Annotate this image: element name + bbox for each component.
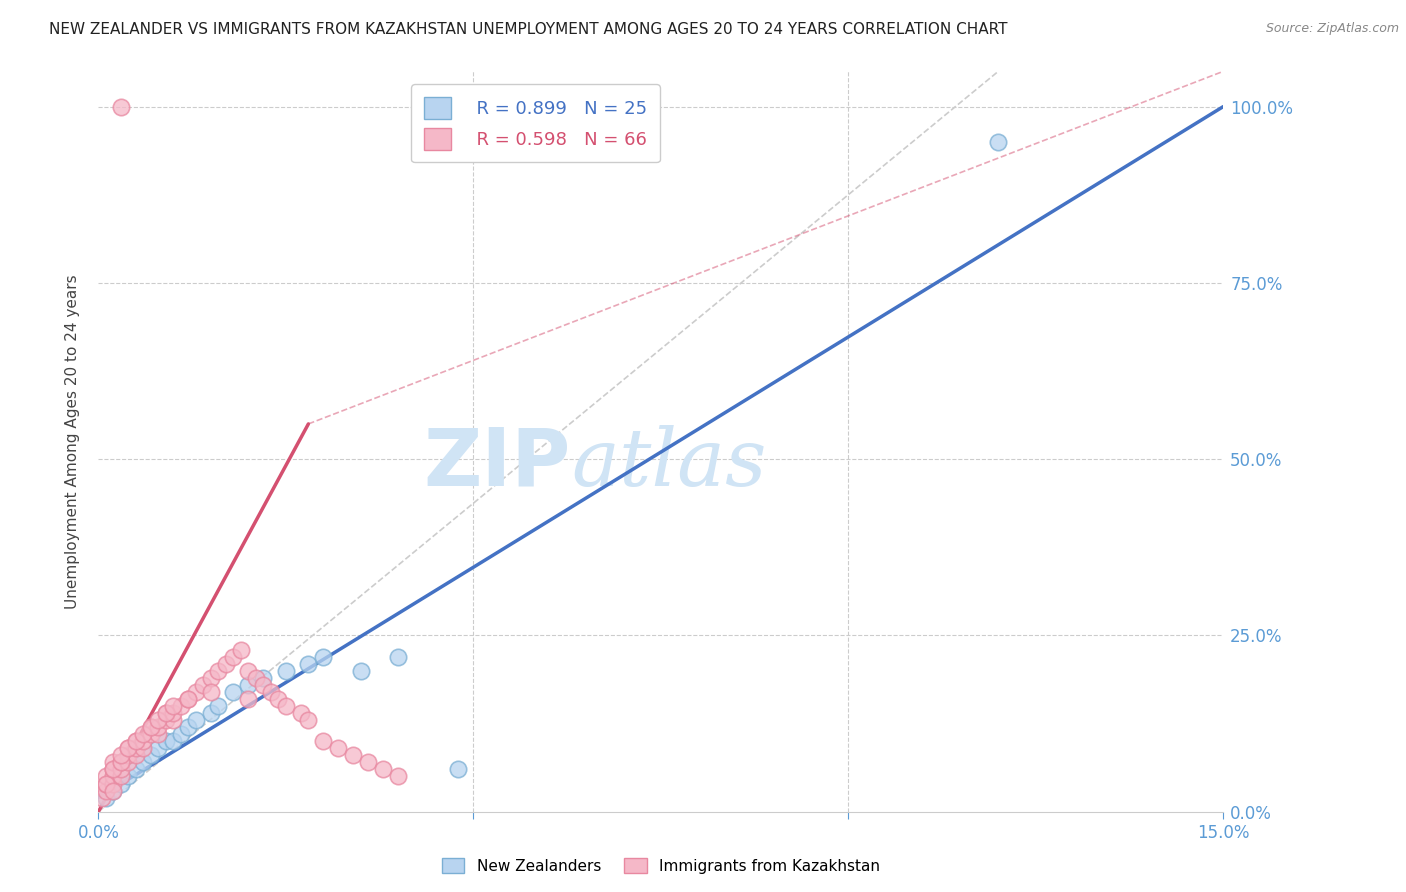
- Point: [155, 734, 177, 748]
- Point: [110, 769, 132, 783]
- Legend: New Zealanders, Immigrants from Kazakhstan: New Zealanders, Immigrants from Kazakhst…: [436, 852, 886, 880]
- Point: [103, 783, 125, 797]
- Point: [132, 734, 155, 748]
- Point: [162, 713, 184, 727]
- Text: Source: ZipAtlas.com: Source: ZipAtlas.com: [1265, 22, 1399, 36]
- Legend:   R = 0.899   N = 25,   R = 0.598   N = 66: R = 0.899 N = 25, R = 0.598 N = 66: [411, 84, 659, 162]
- Point: [177, 720, 200, 734]
- Point: [350, 664, 373, 678]
- Point: [200, 671, 222, 685]
- Point: [200, 685, 222, 699]
- Point: [177, 692, 200, 706]
- Point: [222, 649, 245, 664]
- Point: [342, 748, 364, 763]
- Point: [987, 135, 1010, 149]
- Point: [238, 692, 260, 706]
- Point: [139, 727, 162, 741]
- Point: [357, 756, 380, 770]
- Point: [103, 763, 125, 777]
- Point: [139, 720, 162, 734]
- Point: [91, 790, 114, 805]
- Point: [132, 727, 155, 741]
- Point: [110, 776, 132, 790]
- Point: [162, 734, 184, 748]
- Point: [125, 734, 148, 748]
- Point: [312, 734, 335, 748]
- Point: [207, 664, 229, 678]
- Point: [387, 769, 409, 783]
- Point: [94, 783, 117, 797]
- Point: [155, 706, 177, 720]
- Point: [200, 706, 222, 720]
- Point: [117, 741, 139, 756]
- Point: [274, 698, 297, 713]
- Point: [117, 741, 139, 756]
- Y-axis label: Unemployment Among Ages 20 to 24 years: Unemployment Among Ages 20 to 24 years: [65, 274, 80, 609]
- Point: [155, 706, 177, 720]
- Point: [110, 100, 132, 114]
- Text: ZIP: ZIP: [423, 425, 571, 503]
- Point: [103, 776, 125, 790]
- Point: [207, 698, 229, 713]
- Point: [132, 756, 155, 770]
- Point: [215, 657, 238, 671]
- Point: [312, 649, 335, 664]
- Point: [290, 706, 312, 720]
- Point: [155, 713, 177, 727]
- Point: [125, 748, 148, 763]
- Point: [125, 734, 148, 748]
- Point: [139, 720, 162, 734]
- Point: [328, 741, 350, 756]
- Text: NEW ZEALANDER VS IMMIGRANTS FROM KAZAKHSTAN UNEMPLOYMENT AMONG AGES 20 TO 24 YEA: NEW ZEALANDER VS IMMIGRANTS FROM KAZAKHS…: [49, 22, 1008, 37]
- Point: [184, 685, 207, 699]
- Point: [139, 748, 162, 763]
- Point: [148, 741, 170, 756]
- Point: [132, 741, 155, 756]
- Point: [184, 713, 207, 727]
- Point: [252, 678, 274, 692]
- Point: [125, 741, 148, 756]
- Text: atlas: atlas: [571, 425, 766, 502]
- Point: [222, 685, 245, 699]
- Point: [125, 763, 148, 777]
- Point: [447, 763, 470, 777]
- Point: [177, 692, 200, 706]
- Point: [252, 671, 274, 685]
- Point: [387, 649, 409, 664]
- Point: [297, 713, 319, 727]
- Point: [103, 769, 125, 783]
- Point: [170, 698, 193, 713]
- Point: [103, 763, 125, 777]
- Point: [94, 769, 117, 783]
- Point: [110, 756, 132, 770]
- Point: [297, 657, 319, 671]
- Point: [103, 783, 125, 797]
- Point: [94, 776, 117, 790]
- Point: [229, 642, 252, 657]
- Point: [117, 756, 139, 770]
- Point: [148, 713, 170, 727]
- Point: [238, 678, 260, 692]
- Point: [267, 692, 290, 706]
- Point: [245, 671, 267, 685]
- Point: [110, 756, 132, 770]
- Point: [260, 685, 283, 699]
- Point: [170, 727, 193, 741]
- Point: [94, 790, 117, 805]
- Point: [162, 698, 184, 713]
- Point: [274, 664, 297, 678]
- Point: [117, 769, 139, 783]
- Point: [110, 748, 132, 763]
- Point: [193, 678, 215, 692]
- Point: [103, 756, 125, 770]
- Point: [238, 664, 260, 678]
- Point: [373, 763, 395, 777]
- Point: [148, 727, 170, 741]
- Point: [94, 776, 117, 790]
- Point: [110, 763, 132, 777]
- Point: [117, 748, 139, 763]
- Point: [162, 706, 184, 720]
- Point: [148, 720, 170, 734]
